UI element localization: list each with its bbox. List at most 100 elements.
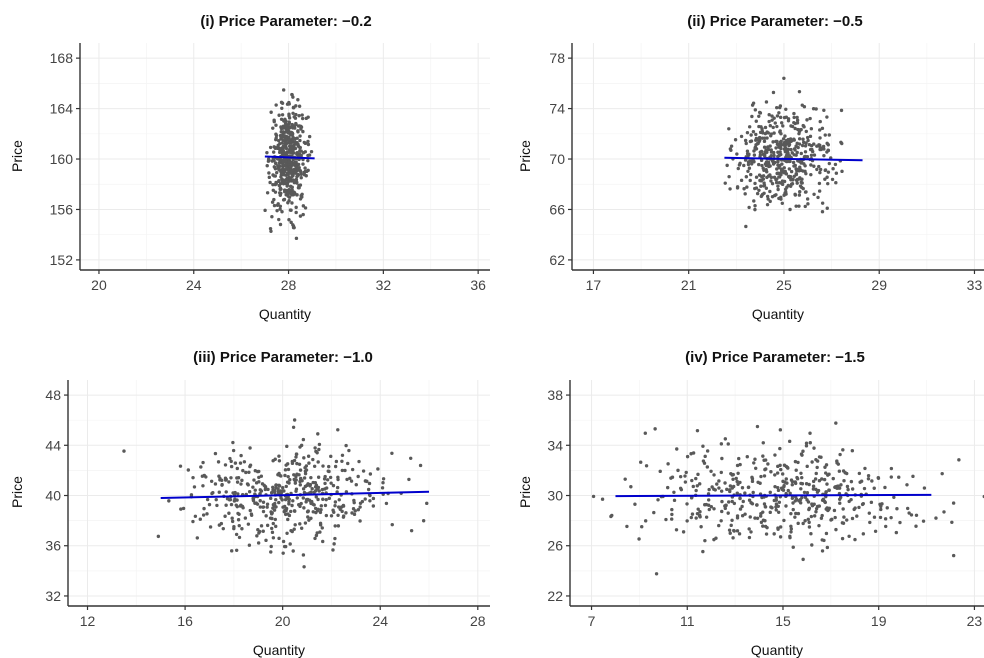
data-point (695, 428, 700, 433)
data-point (292, 473, 296, 477)
data-point (720, 456, 724, 461)
data-point (764, 186, 769, 190)
data-point (356, 508, 361, 512)
data-point (767, 113, 771, 117)
data-point (805, 464, 809, 469)
data-point (723, 437, 728, 441)
scatter-points (122, 418, 429, 569)
data-point (675, 447, 679, 451)
data-point (820, 513, 824, 518)
data-point (751, 101, 756, 105)
data-point (296, 98, 300, 102)
data-point (759, 194, 764, 199)
data-point (221, 526, 225, 531)
x-tick-label: 32 (376, 277, 392, 293)
data-point (293, 142, 298, 146)
data-point (280, 101, 285, 105)
x-axis-label: Quantity (259, 306, 311, 322)
data-point (759, 179, 764, 183)
data-point (768, 490, 772, 495)
data-point (796, 167, 800, 172)
data-point (240, 478, 244, 483)
data-point (289, 220, 293, 225)
data-point (352, 498, 356, 503)
data-point (784, 172, 789, 176)
data-point (849, 497, 853, 502)
data-point (302, 140, 307, 145)
data-point (754, 466, 758, 470)
data-point (771, 150, 776, 155)
data-point (656, 498, 660, 502)
data-point (274, 103, 278, 107)
data-point (762, 145, 767, 149)
data-point (281, 486, 285, 490)
data-point (797, 159, 801, 163)
data-point (275, 208, 279, 213)
data-point (247, 470, 251, 474)
data-point (747, 125, 752, 129)
data-point (709, 469, 713, 473)
data-point (286, 194, 290, 198)
data-point (241, 468, 245, 473)
data-point (224, 503, 228, 507)
data-point (751, 129, 756, 134)
data-point (256, 541, 261, 545)
data-point (179, 507, 183, 511)
data-point (727, 500, 731, 504)
data-point (809, 172, 813, 177)
data-point (812, 153, 817, 157)
data-point (774, 180, 779, 185)
data-point (324, 497, 328, 502)
data-point (889, 475, 893, 479)
data-point (753, 181, 757, 186)
data-point (822, 153, 826, 158)
data-point (625, 524, 629, 529)
fit-line (615, 493, 932, 498)
data-point (358, 505, 362, 509)
data-point (894, 530, 899, 535)
data-point (827, 133, 831, 137)
data-point (940, 471, 944, 476)
data-point (772, 498, 776, 503)
data-point (309, 475, 313, 480)
data-point (281, 126, 285, 130)
data-point (867, 511, 871, 515)
x-tick-label: 11 (680, 613, 695, 629)
data-point (288, 477, 292, 482)
data-point (262, 483, 266, 488)
data-point (717, 523, 721, 528)
x-axis-label: Quantity (751, 642, 803, 658)
data-point (717, 486, 721, 490)
data-point (790, 496, 795, 500)
data-point (229, 464, 234, 469)
data-point (831, 166, 835, 171)
data-point (712, 537, 716, 542)
data-point (306, 115, 310, 119)
data-point (766, 197, 770, 201)
data-point (208, 525, 213, 529)
data-point (808, 134, 813, 139)
data-point (809, 531, 813, 536)
data-point (820, 126, 825, 131)
data-point (252, 478, 256, 482)
data-point (288, 177, 293, 181)
data-point (795, 118, 800, 122)
data-point (740, 514, 745, 518)
data-point (801, 557, 805, 562)
data-point (803, 144, 808, 148)
data-point (333, 504, 337, 508)
data-point (758, 111, 763, 115)
data-point (283, 473, 287, 478)
data-point (296, 166, 301, 170)
data-point (803, 169, 807, 174)
data-point (777, 196, 781, 201)
data-point (327, 464, 331, 469)
data-point (792, 111, 796, 116)
data-point (270, 526, 274, 531)
data-point (313, 489, 318, 493)
y-axis-label: Price (517, 476, 533, 508)
data-point (808, 441, 812, 445)
data-point (735, 491, 739, 495)
data-point (246, 483, 250, 487)
data-point (302, 490, 307, 495)
